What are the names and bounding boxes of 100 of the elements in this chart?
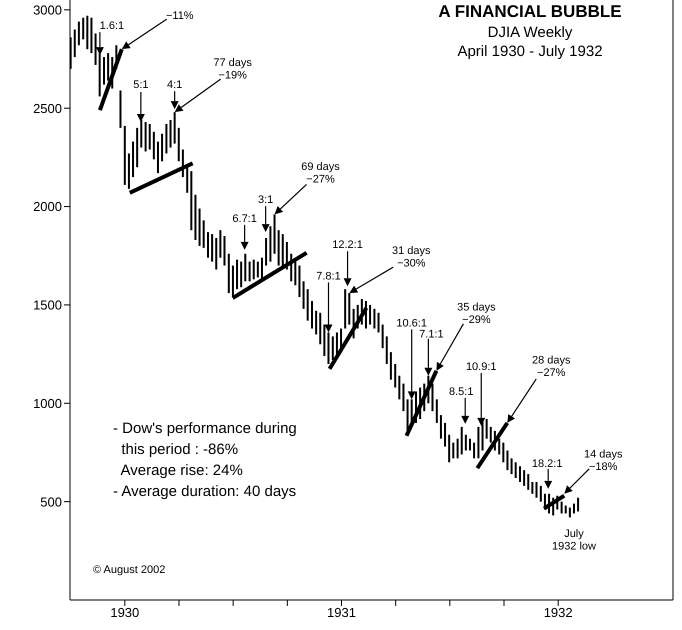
bar	[260, 258, 263, 280]
annotation: 7.8:1	[316, 270, 341, 282]
annotation: 6.7:1	[232, 212, 257, 225]
bar	[373, 308, 376, 329]
annotation: July 1932 low	[552, 528, 596, 553]
bar	[572, 504, 575, 514]
y-tick-label: 2500	[33, 100, 62, 116]
bar	[344, 289, 346, 329]
bar	[436, 399, 438, 423]
y-tick-label: 1000	[33, 396, 62, 411]
bar	[523, 470, 526, 486]
bar	[136, 128, 138, 168]
bar	[190, 171, 192, 230]
bar	[498, 438, 500, 454]
bar	[452, 442, 454, 458]
annotation: 28 days −27%	[532, 354, 572, 380]
bar	[456, 438, 459, 458]
bar	[382, 324, 384, 348]
bar	[248, 262, 251, 282]
bar	[332, 336, 334, 360]
x-tick-label: 1932	[544, 605, 573, 620]
bar	[103, 57, 106, 85]
bar	[178, 128, 180, 162]
bar	[564, 506, 567, 514]
y-tick-label: 3000	[33, 2, 62, 18]
bar	[510, 458, 513, 474]
annotation: 5:1	[133, 78, 148, 91]
bar	[540, 486, 542, 502]
bar	[468, 438, 471, 450]
bar	[294, 262, 296, 286]
bar	[256, 262, 259, 278]
bar	[319, 312, 322, 344]
bar	[402, 384, 404, 412]
annotation: 69 days −27%	[301, 161, 340, 186]
bar	[223, 236, 226, 266]
bar	[244, 254, 246, 282]
annotation: 10.9:1	[466, 360, 497, 373]
x-tick-label: 1931	[327, 605, 356, 620]
bar	[464, 434, 467, 450]
bar	[211, 234, 214, 262]
annotation: © August 2002	[93, 563, 166, 577]
bar	[194, 194, 196, 240]
annotation: 8.5:1	[448, 386, 474, 398]
bar	[506, 450, 508, 470]
annotation: 1.6:1	[100, 20, 124, 32]
bar	[202, 220, 205, 248]
bar	[207, 232, 210, 258]
y-tick-label: 2000	[33, 199, 62, 214]
bar	[228, 254, 230, 294]
bar	[514, 462, 517, 478]
annotation: −11%	[166, 10, 194, 22]
annotation: 77 days −19%	[213, 56, 252, 82]
annotation: 7.1:1	[419, 328, 444, 341]
bar	[398, 376, 400, 400]
y-tick-label: 1500	[33, 298, 62, 313]
bar	[444, 422, 446, 447]
bar	[86, 16, 88, 50]
bar	[502, 442, 504, 462]
bar	[82, 18, 84, 40]
bar	[265, 238, 268, 266]
bar	[386, 336, 388, 364]
bar	[394, 364, 396, 388]
bar	[240, 262, 242, 288]
bar	[252, 260, 255, 280]
bar	[531, 482, 534, 494]
bar	[577, 498, 580, 512]
bar	[448, 434, 450, 462]
bar	[144, 122, 147, 152]
bar	[311, 300, 314, 329]
annotation: 14 days −18%	[584, 448, 623, 474]
bar	[490, 426, 492, 443]
bar	[306, 289, 309, 321]
bar	[568, 508, 571, 518]
annotation: 35 days −29%	[457, 302, 496, 326]
bar	[215, 238, 218, 270]
bar	[323, 324, 326, 356]
bar	[527, 474, 530, 490]
bar	[486, 419, 488, 439]
annotation: 31 days −30%	[392, 244, 432, 270]
bar	[302, 281, 305, 309]
bar	[348, 293, 350, 325]
bar	[124, 126, 126, 185]
annotation: 4:1	[167, 79, 182, 92]
annotation: 10.6:1	[396, 317, 427, 330]
bar	[219, 230, 222, 258]
bar	[378, 312, 380, 332]
bar	[156, 142, 159, 174]
bar	[74, 30, 76, 58]
y-tick-label: 500	[40, 494, 62, 510]
chart-title: A FINANCIAL BUBBLE	[437, 1, 623, 23]
x-tick-label: 1930	[110, 605, 140, 620]
annotation: - Dow's performance during this period : -86% Average rise: 24% - Average duration: 40 days	[113, 419, 297, 502]
annotation: 18.2:1	[532, 458, 562, 470]
bar	[298, 266, 300, 298]
bar	[198, 208, 201, 246]
bar	[390, 352, 392, 380]
bar	[161, 134, 164, 162]
bar	[473, 442, 476, 458]
bar	[78, 22, 80, 46]
annotation: 3:1	[258, 194, 274, 206]
